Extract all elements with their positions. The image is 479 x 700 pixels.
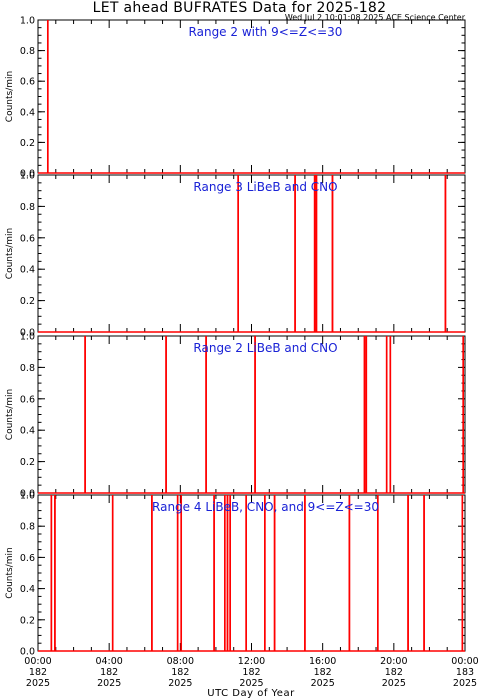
x-tick-label: 182 bbox=[385, 667, 403, 678]
x-tick-label: 2025 bbox=[168, 678, 192, 689]
y-tick-label: 0.2 bbox=[20, 457, 35, 468]
panel-label: Range 2 LiBeB and CNO bbox=[193, 341, 337, 355]
y-tick-label: 0.6 bbox=[20, 394, 35, 405]
x-tick-label: 182 bbox=[242, 667, 260, 678]
x-tick-label: 2025 bbox=[453, 678, 477, 689]
panel-frame bbox=[37, 19, 466, 174]
x-tick-label: 182 bbox=[314, 667, 332, 678]
x-tick-label: 16:00 bbox=[309, 656, 336, 667]
panel-label: Range 3 LiBeB and CNO bbox=[193, 180, 337, 194]
x-tick-label: 2025 bbox=[382, 678, 406, 689]
y-tick-label: 1.0 bbox=[20, 332, 35, 343]
panel-2: 0.0 0.2 0.4 0.6 0.8 1.0 Counts/min Range 3 LiBe… bbox=[5, 171, 466, 339]
chart-subtitle: Wed Jul 2 10:01:08 2025 ACE Science Cent… bbox=[284, 13, 465, 22]
y-tick-label: 0.2 bbox=[20, 615, 35, 626]
y-axis-title: Counts/min bbox=[5, 547, 15, 598]
x-tick-label: 2025 bbox=[26, 678, 50, 689]
chart-title: LET ahead BUFRATES Data for 2025-182 bbox=[92, 0, 387, 16]
panel-3: 0.0 0.2 0.4 0.6 0.8 1.0 Counts/min Range 2 LiBe… bbox=[5, 332, 466, 500]
x-tick-label: 12:00 bbox=[238, 656, 265, 667]
x-tick-label: 04:00 bbox=[95, 656, 122, 667]
y-axis-title: Counts/min bbox=[5, 389, 15, 440]
y-tick-label: 0.4 bbox=[20, 265, 35, 276]
panel-frame bbox=[37, 335, 466, 494]
x-tick-label: 00:00 bbox=[451, 656, 478, 667]
y-tick-label: 0.0 bbox=[20, 328, 35, 339]
y-tick-label: 0.2 bbox=[20, 296, 35, 307]
y-tick-label: 0.6 bbox=[20, 233, 35, 244]
x-tick-label: 2025 bbox=[239, 678, 263, 689]
panel-1: 0.0 0.2 0.4 0.6 0.8 1.0 Counts/min Range 2 with… bbox=[5, 16, 466, 180]
y-tick-label: 0.0 bbox=[20, 489, 35, 500]
panel-label: Range 4 LiBeB, CNO, and 9<=Z<=30 bbox=[152, 500, 379, 514]
x-tick-label: 183 bbox=[456, 667, 474, 678]
y-tick-label: 0.8 bbox=[20, 363, 35, 374]
data-series-line bbox=[38, 20, 465, 174]
y-tick-label: 0.0 bbox=[20, 647, 35, 658]
y-tick-label: 0.4 bbox=[20, 584, 35, 595]
y-tick-label: 0.8 bbox=[20, 522, 35, 533]
x-tick-label: 182 bbox=[29, 667, 47, 678]
y-tick-label: 0.2 bbox=[20, 138, 35, 149]
x-tick-label: 08:00 bbox=[167, 656, 194, 667]
y-tick-label: 0.8 bbox=[20, 46, 35, 57]
y-axis-title: Counts/min bbox=[5, 71, 15, 122]
y-tick-label: 0.0 bbox=[20, 169, 35, 180]
y-tick-label: 0.4 bbox=[20, 107, 35, 118]
x-tick-label: 00:00 bbox=[24, 656, 51, 667]
panel-4: 0.0 0.2 0.4 0.6 0.8 1.0 Counts/min Range 4 LiBe… bbox=[5, 491, 466, 658]
x-tick-label: 20:00 bbox=[380, 656, 407, 667]
y-tick-label: 0.6 bbox=[20, 553, 35, 564]
data-series-line bbox=[38, 336, 465, 494]
panel-frame bbox=[37, 494, 466, 652]
panel-frame bbox=[37, 174, 466, 333]
data-series-line bbox=[38, 495, 465, 652]
x-tick-label: 2025 bbox=[311, 678, 335, 689]
y-tick-label: 1.0 bbox=[20, 491, 35, 502]
y-tick-label: 1.0 bbox=[20, 171, 35, 182]
y-tick-label: 0.8 bbox=[20, 202, 35, 213]
y-tick-label: 0.6 bbox=[20, 77, 35, 88]
y-axis-title: Counts/min bbox=[5, 228, 15, 279]
x-tick-label: 182 bbox=[100, 667, 118, 678]
x-tick-label: 2025 bbox=[97, 678, 121, 689]
data-series-line bbox=[38, 175, 465, 333]
y-tick-label: 0.4 bbox=[20, 426, 35, 437]
x-axis-title: UTC Day of Year bbox=[207, 688, 295, 699]
y-tick-label: 1.0 bbox=[20, 16, 35, 27]
panel-label: Range 2 with 9<=Z<=30 bbox=[189, 25, 343, 39]
x-tick-label: 182 bbox=[171, 667, 189, 678]
